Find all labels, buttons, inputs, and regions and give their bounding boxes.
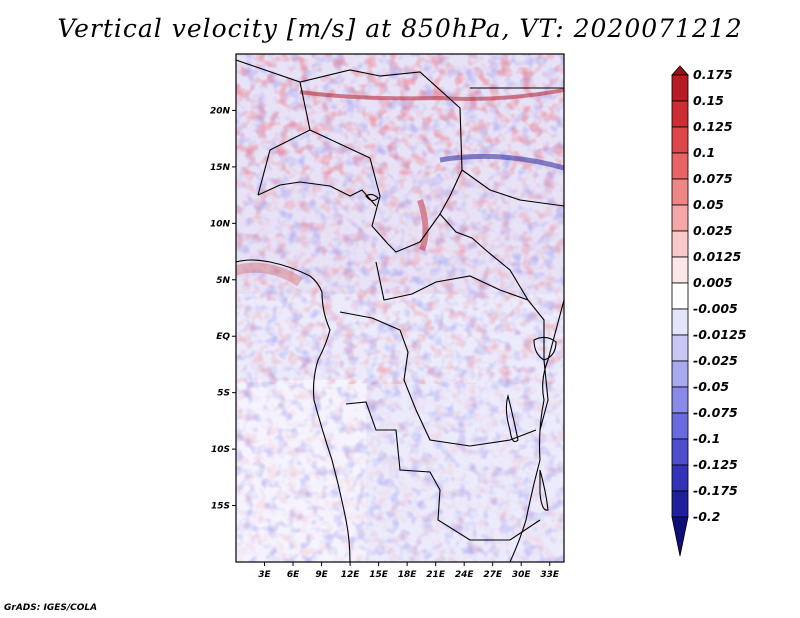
colorbar-label: 0.125 xyxy=(693,119,733,134)
colorbar-label: 0.025 xyxy=(693,223,733,238)
border-chad xyxy=(369,157,489,253)
y-tick-label: 20N xyxy=(210,106,231,116)
x-tick-label: 9E xyxy=(315,570,328,580)
colorbar-label: -0.005 xyxy=(693,301,738,316)
border-nigeria xyxy=(257,181,377,207)
x-tick-label: 12E xyxy=(341,570,361,580)
y-tick-label: 15N xyxy=(210,163,231,173)
colorbar-swatch xyxy=(671,204,689,232)
colorbar-label: 0.05 xyxy=(693,197,724,212)
y-tick-label: EQ xyxy=(216,332,230,342)
colorbar-label: -0.05 xyxy=(693,379,729,394)
colorbar-swatch xyxy=(671,490,689,518)
colorbar-label: -0.025 xyxy=(693,353,738,368)
map-boundaries xyxy=(236,59,564,562)
y-tick-label: 10N xyxy=(210,219,231,229)
colorbar-swatch xyxy=(671,152,689,180)
x-tick-label: 15E xyxy=(369,570,389,580)
colorbar-swatch xyxy=(671,334,689,362)
x-tick-label: 33E xyxy=(540,570,560,580)
lake-tanganyika xyxy=(505,393,519,443)
colorbar-label: 0.0125 xyxy=(693,249,742,264)
border-misc1 xyxy=(257,81,311,196)
colorbar-label: 0.15 xyxy=(693,93,724,108)
chart-title: Vertical velocity [m/s] at 850hPa, VT: 2… xyxy=(57,14,743,43)
y-tick-label: 15S xyxy=(211,502,230,512)
colorbar-label: 0.005 xyxy=(693,275,733,290)
colorbar: 0.175 0.15 0.125 0.1 0.075 0.05 0.025 0.0125 0.0… xyxy=(671,65,747,557)
colorbar-label: 0.1 xyxy=(693,145,715,160)
colorbar-swatch xyxy=(671,438,689,466)
colorbar-swatch xyxy=(671,178,689,206)
border-car xyxy=(375,261,529,301)
x-axis: 3E 6E 9E 12E 15E 18E 21E 24E 27E 30E 33E xyxy=(258,562,560,580)
x-tick-label: 3E xyxy=(258,570,271,580)
colorbar-swatch xyxy=(671,412,689,440)
border-drc xyxy=(339,311,537,447)
coastline-west xyxy=(236,259,351,562)
y-tick-label: 5S xyxy=(217,389,230,399)
colorbar-swatch xyxy=(671,386,689,414)
x-tick-label: 18E xyxy=(398,570,418,580)
border-misc2 xyxy=(309,129,371,159)
colorbar-swatch xyxy=(671,360,689,388)
colorbar-label: -0.125 xyxy=(693,457,738,472)
x-tick-label: 24E xyxy=(455,570,475,580)
colorbar-label: 0.175 xyxy=(693,67,733,82)
border-north xyxy=(236,59,463,215)
colorbar-label: -0.2 xyxy=(693,509,720,524)
colorbar-swatch xyxy=(671,464,689,492)
colorbar-arrow-bottom xyxy=(671,516,689,557)
colorbar-label: 0.075 xyxy=(693,171,733,186)
colorbar-arrow-top xyxy=(671,65,689,76)
y-tick-label: 5N xyxy=(216,276,230,286)
border-sudan xyxy=(461,169,564,207)
colorbar-swatch xyxy=(671,256,689,284)
footer-credit: GrADS: IGES/COLA xyxy=(4,603,98,613)
colorbar-swatch xyxy=(671,282,689,310)
x-tick-label: 30E xyxy=(512,570,532,580)
border-angola xyxy=(345,401,541,541)
colorbar-swatch xyxy=(671,126,689,154)
colorbar-swatch xyxy=(671,230,689,258)
colorbar-label: -0.175 xyxy=(693,483,738,498)
x-tick-label: 27E xyxy=(483,570,503,580)
colorbar-swatch xyxy=(671,308,689,336)
x-tick-label: 6E xyxy=(287,570,300,580)
lake-chad xyxy=(365,193,379,202)
border-east xyxy=(487,251,549,431)
y-axis: 20N 15N 10N 5N EQ 5S 10S 15S xyxy=(210,106,236,512)
colorbar-label: -0.1 xyxy=(693,431,720,446)
velocity-field xyxy=(236,54,564,562)
x-tick-label: 21E xyxy=(426,570,446,580)
colorbar-swatch xyxy=(671,74,689,102)
y-tick-label: 10S xyxy=(211,445,230,455)
lake-malawi xyxy=(539,469,549,511)
plot-frame xyxy=(235,53,565,563)
colorbar-label: -0.0125 xyxy=(693,327,747,342)
lake-victoria xyxy=(533,336,557,361)
colorbar-swatch xyxy=(671,100,689,128)
colorbar-label: -0.075 xyxy=(693,405,738,420)
